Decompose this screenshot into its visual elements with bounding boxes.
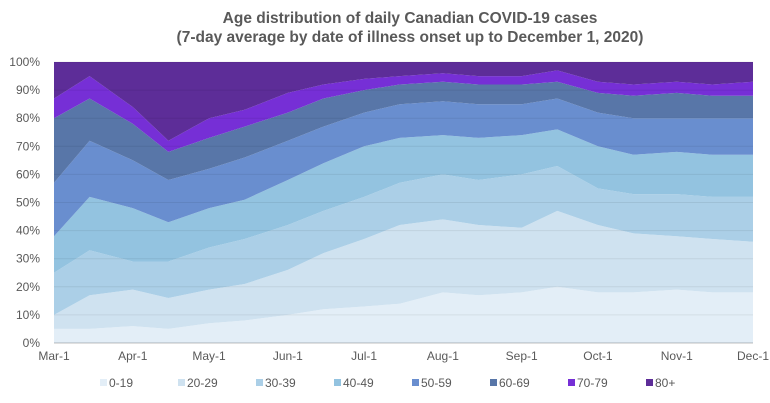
legend-label: 50-59	[421, 376, 452, 390]
legend-swatch-40-49	[334, 379, 341, 386]
area-20-29	[54, 210, 753, 329]
area-60-69	[54, 81, 753, 183]
area-50-59	[54, 98, 753, 237]
area-0-19	[54, 286, 753, 343]
legend-label: 30-39	[265, 376, 296, 390]
y-tick-label: 0%	[23, 336, 41, 350]
y-tick-label: 80%	[16, 111, 40, 125]
area-40-49	[54, 129, 753, 273]
legend-swatch-50-59	[412, 379, 419, 386]
legend-label: 0-19	[109, 376, 133, 390]
x-tick-label: Oct-1	[583, 349, 613, 363]
y-tick-label: 90%	[16, 83, 40, 97]
x-tick-label: Apr-1	[118, 349, 148, 363]
x-tick-label: Dec-1	[737, 349, 769, 363]
legend-label: 20-29	[187, 376, 218, 390]
legend-swatch-60-69	[490, 379, 497, 386]
y-tick-label: 10%	[16, 308, 40, 322]
legend-label: 60-69	[499, 376, 530, 390]
y-tick-label: 60%	[16, 167, 40, 181]
legend-label: 80+	[655, 376, 675, 390]
area-70-79	[54, 70, 753, 152]
area-80+	[54, 62, 753, 141]
x-tick-label: Jun-1	[273, 349, 303, 363]
legend-label: 70-79	[577, 376, 608, 390]
x-tick-label: Mar-1	[38, 349, 70, 363]
x-tick-label: Nov-1	[661, 349, 693, 363]
y-tick-label: 30%	[16, 252, 40, 266]
y-tick-label: 100%	[9, 55, 40, 69]
legend-swatch-20-29	[178, 379, 185, 386]
y-tick-label: 20%	[16, 280, 40, 294]
y-tick-label: 50%	[16, 196, 40, 210]
x-tick-label: Jul-1	[351, 349, 377, 363]
legend-swatch-0-19	[100, 379, 107, 386]
y-tick-label: 70%	[16, 139, 40, 153]
chart-title: Age distribution of daily Canadian COVID…	[222, 10, 598, 27]
y-tick-label: 40%	[16, 224, 40, 238]
x-tick-label: May-1	[192, 349, 226, 363]
legend-swatch-70-79	[568, 379, 575, 386]
legend-swatch-30-39	[256, 379, 263, 386]
x-tick-label: Aug-1	[427, 349, 459, 363]
legend-swatch-80+	[646, 379, 653, 386]
x-tick-label: Sep-1	[506, 349, 538, 363]
legend-label: 40-49	[343, 376, 374, 390]
area-30-39	[54, 166, 753, 315]
chart-subtitle: (7-day average by date of illness onset …	[176, 29, 644, 46]
